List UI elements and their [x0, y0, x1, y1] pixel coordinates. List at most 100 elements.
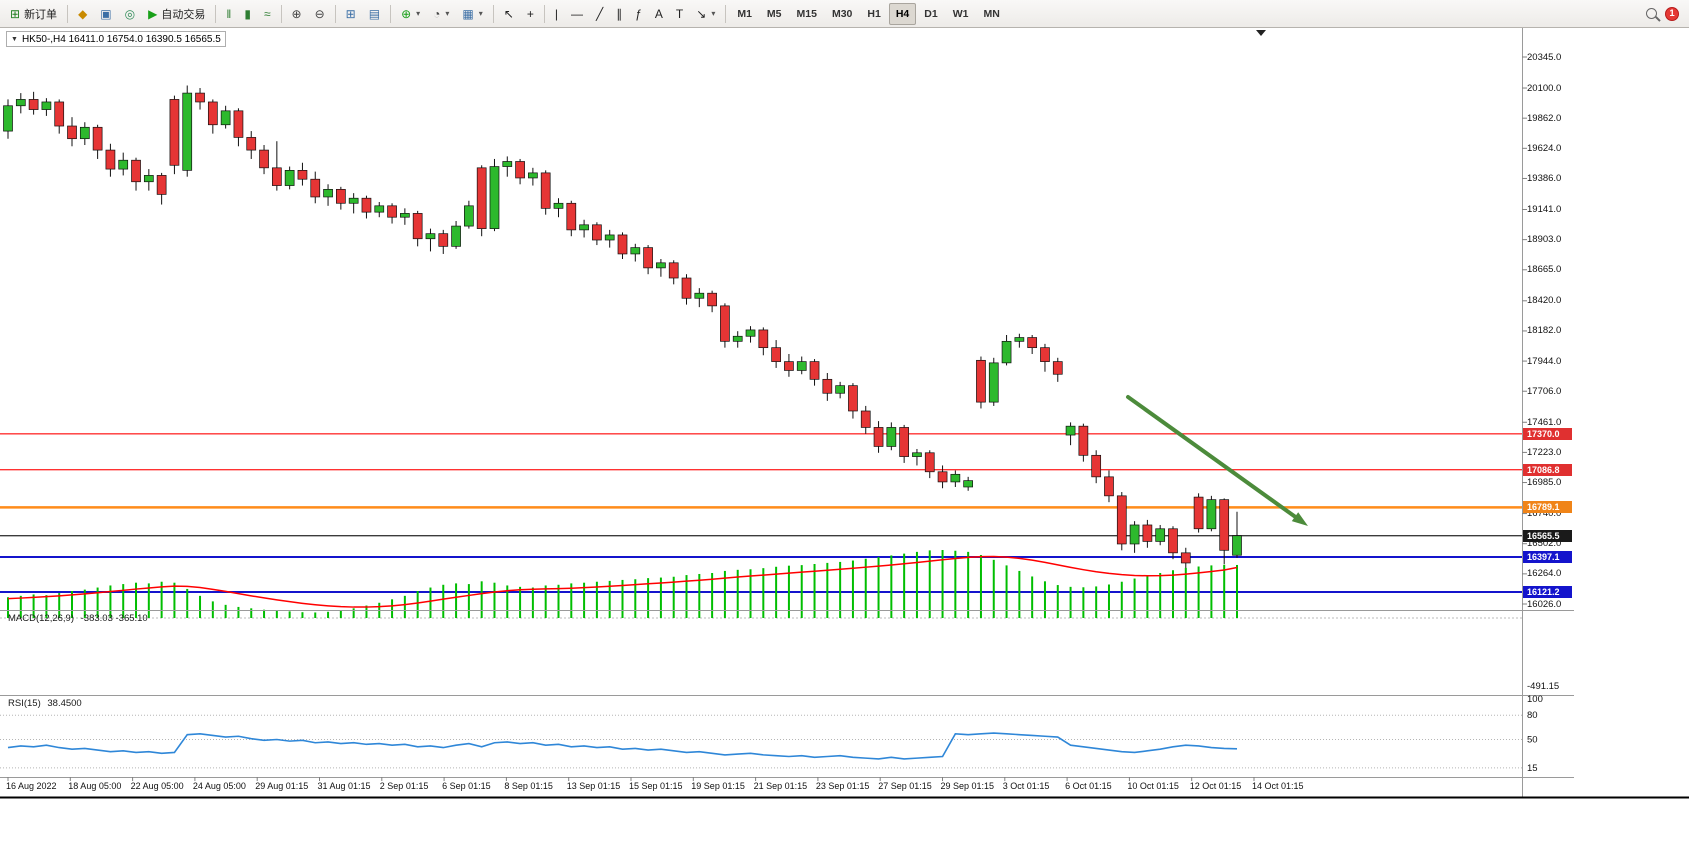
candle-body [451, 225, 461, 247]
channel-button[interactable]: ∥ [610, 2, 628, 26]
candle-body [950, 473, 961, 483]
candle-body [592, 224, 602, 241]
strategy-tester-button[interactable]: ◎ [119, 2, 141, 26]
notification-badge[interactable]: 1 [1665, 6, 1679, 21]
terminal-button[interactable]: ▣ [94, 2, 117, 26]
candle-body [425, 233, 436, 240]
candle-body [758, 329, 769, 349]
line-chart-button[interactable]: ≈ [258, 2, 277, 26]
rsi-axis-label: 50 [1527, 735, 1538, 746]
candle-body [1040, 347, 1050, 362]
search-button[interactable] [1646, 8, 1657, 19]
trendline-button[interactable]: ╱ [590, 2, 609, 26]
arrows-button[interactable]: ↘ ▾ [690, 2, 721, 26]
price-flag: 17086.8 [1523, 463, 1572, 476]
templates-button[interactable]: ▦ ▾ [456, 2, 488, 26]
price-axis-label: 17944.0 [1527, 355, 1562, 367]
candle-body [271, 167, 282, 186]
tf-m1-button[interactable]: M1 [730, 3, 759, 25]
cascade-windows-icon: ▤ [368, 6, 381, 21]
price-axis-label: 17223.0 [1527, 446, 1562, 458]
notification-icon: 1 [1665, 6, 1679, 21]
chart-shift-marker[interactable] [1256, 30, 1266, 36]
candle-body [873, 427, 884, 447]
periods-button[interactable]: ◔ ▾ [427, 2, 455, 26]
arrange-windows-button[interactable]: ▤ [363, 2, 386, 26]
indicators-button[interactable]: ⊕ ▾ [395, 2, 426, 26]
vertical-line-button[interactable]: | [549, 2, 564, 26]
price-axis-label: 16502.0 [1527, 538, 1562, 550]
cursor-button[interactable]: ↖ [498, 2, 520, 26]
tf-h1-button-label: H1 [867, 7, 881, 20]
trend-arrow[interactable] [1126, 395, 1297, 519]
date-axis-label: 24 Aug 05:00 [192, 781, 246, 791]
tf-mn-button-label: MN [983, 7, 1000, 20]
candle-body [259, 149, 269, 169]
candle-body [643, 247, 653, 269]
rsi-axis-label: 100 [1527, 694, 1543, 705]
tf-h1-button[interactable]: H1 [860, 3, 887, 25]
tile-windows-button[interactable]: ⊞ [340, 2, 362, 26]
candle-body [988, 362, 999, 403]
candle-body [1180, 552, 1191, 564]
candle-body [412, 213, 423, 240]
add-indicator-icon: ⊕ [401, 6, 412, 21]
date-axis-label: 2 Sep 01:15 [379, 781, 429, 791]
candle-body [860, 410, 871, 428]
tf-m30-button[interactable]: M30 [825, 3, 859, 25]
zoom-out-button[interactable]: ⊖ [309, 2, 331, 26]
new-order-button[interactable]: ⊞ 新订单 [4, 2, 63, 26]
tf-m15-button[interactable]: M15 [790, 3, 824, 25]
candle-body [1052, 361, 1063, 375]
candle-body [182, 92, 193, 171]
candle-body [886, 427, 897, 447]
price-axis-label: 20100.0 [1527, 82, 1562, 94]
candle-body [92, 126, 103, 151]
fibonacci-button[interactable]: ƒ [629, 2, 648, 26]
tf-h4-button[interactable]: H4 [888, 2, 917, 25]
bar-chart-button[interactable]: ‖ [220, 2, 237, 26]
candle-body [707, 292, 717, 307]
candle-body [899, 427, 909, 457]
toolbar-right: 1 [1646, 6, 1685, 21]
price-axis-label: 17461.0 [1527, 416, 1562, 428]
text-button[interactable]: A [649, 2, 669, 26]
zoom-in-icon: ⊕ [291, 6, 302, 21]
candle-body [1232, 535, 1242, 556]
tf-mn-button[interactable]: MN [976, 3, 1006, 25]
horizontal-line-button[interactable]: — [565, 2, 589, 26]
date-axis-label: 15 Sep 01:15 [629, 781, 683, 791]
zoom-in-button[interactable]: ⊕ [286, 2, 308, 26]
tf-m5-button[interactable]: M5 [760, 3, 789, 25]
tf-d1-button[interactable]: D1 [917, 3, 944, 25]
candle-body [656, 262, 666, 269]
candle-body [1142, 524, 1153, 542]
collapse-icon: ▼ [11, 35, 18, 43]
candle-body [67, 125, 77, 140]
candle-body [476, 167, 487, 229]
metaeditor-icon: ◆ [78, 6, 88, 21]
candle-body [809, 361, 820, 380]
tf-w1-button[interactable]: W1 [946, 3, 976, 25]
candlestick-button[interactable]: ▮ [238, 2, 257, 26]
date-axis-label: 18 Aug 05:00 [68, 781, 122, 791]
chart-symbol-label[interactable]: ▼ HK50-,H4 16411.0 16754.0 16390.5 16565… [6, 31, 226, 47]
candle-body [1078, 425, 1089, 456]
date-axis-label: 6 Sep 01:15 [442, 781, 491, 791]
new-order-button-label: 新订单 [24, 8, 58, 21]
price-axis-label: 16264.0 [1527, 568, 1562, 580]
tf-m15-button-label: M15 [796, 7, 817, 20]
date-axis-label: 29 Aug 01:15 [255, 781, 309, 791]
crosshair-button[interactable]: + [521, 2, 540, 26]
arrow-tool-icon: ↘ [696, 6, 707, 21]
label-button[interactable]: T [670, 2, 689, 26]
candle-body [668, 262, 679, 279]
candle-body [1206, 499, 1217, 530]
rsi-axis-label: 80 [1527, 710, 1538, 721]
metaeditor-button[interactable]: ◆ [72, 2, 93, 26]
macd-indicator-label: MACD(12,26,9) -383.03 -365.10 [8, 613, 148, 624]
candle-body [195, 92, 205, 103]
autotrading-button[interactable]: ▶ 自动交易 [142, 2, 211, 26]
date-axis-label: 23 Sep 01:15 [815, 781, 870, 791]
